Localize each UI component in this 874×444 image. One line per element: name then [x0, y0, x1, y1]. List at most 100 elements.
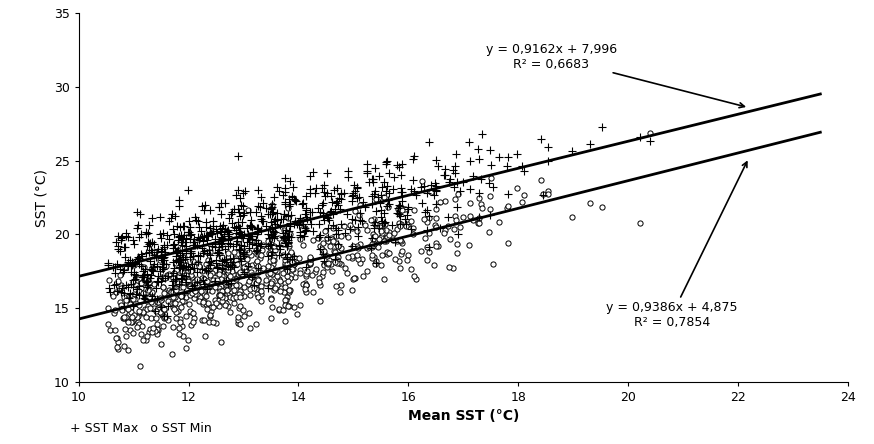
Point	[317, 258, 331, 265]
Point	[438, 197, 452, 204]
Point	[346, 276, 360, 283]
Point	[216, 234, 230, 242]
Point	[341, 254, 355, 261]
Point	[124, 318, 138, 325]
Point	[278, 230, 292, 237]
Point	[302, 261, 316, 268]
Point	[184, 250, 198, 257]
Point	[203, 271, 217, 278]
Point	[141, 239, 155, 246]
Point	[220, 239, 234, 246]
Point	[316, 246, 329, 253]
Point	[189, 277, 203, 284]
Point	[202, 246, 216, 253]
Point	[365, 200, 379, 207]
Point	[232, 302, 246, 309]
Point	[261, 230, 275, 237]
Point	[168, 244, 182, 251]
Point	[295, 201, 309, 208]
Point	[132, 320, 146, 327]
Point	[373, 223, 387, 230]
Point	[154, 253, 168, 260]
Point	[157, 241, 171, 248]
Point	[221, 285, 235, 292]
Point	[196, 277, 210, 284]
Point	[399, 256, 413, 263]
Point	[121, 306, 135, 313]
Point	[377, 194, 391, 201]
Point	[345, 242, 359, 250]
Point	[510, 184, 524, 191]
Point	[191, 259, 205, 266]
Point	[287, 221, 301, 228]
Point	[331, 202, 345, 209]
Point	[198, 316, 212, 323]
Point	[254, 227, 268, 234]
Point	[118, 254, 132, 261]
Point	[254, 297, 268, 305]
Point	[334, 261, 348, 268]
Point	[238, 284, 252, 291]
Point	[112, 278, 126, 285]
Point	[205, 277, 219, 284]
Point	[166, 293, 180, 300]
Point	[138, 266, 152, 273]
Point	[378, 275, 392, 282]
Point	[199, 301, 213, 308]
Point	[141, 305, 155, 312]
Point	[266, 246, 280, 253]
Point	[240, 255, 254, 262]
Point	[234, 248, 248, 255]
Point	[172, 301, 186, 308]
Point	[275, 230, 289, 237]
Point	[201, 267, 215, 274]
Point	[128, 272, 142, 279]
Point	[183, 266, 197, 273]
Point	[188, 213, 202, 220]
Point	[429, 157, 443, 164]
Point	[168, 276, 182, 283]
Point	[219, 300, 233, 307]
Point	[186, 238, 200, 245]
Point	[250, 291, 264, 298]
Point	[218, 294, 232, 301]
Point	[379, 160, 393, 167]
Point	[282, 196, 296, 203]
Point	[128, 291, 142, 298]
Point	[418, 208, 432, 215]
Point	[482, 211, 496, 218]
Point	[451, 231, 465, 238]
Point	[114, 302, 128, 309]
Point	[245, 233, 259, 240]
Point	[288, 218, 302, 225]
Point	[365, 175, 379, 182]
Point	[191, 276, 205, 283]
Point	[324, 193, 338, 200]
Point	[392, 202, 406, 209]
Point	[264, 296, 278, 303]
Point	[255, 247, 269, 254]
Point	[318, 193, 332, 200]
Point	[236, 250, 250, 258]
Point	[280, 296, 294, 303]
Point	[169, 257, 183, 264]
Point	[221, 270, 235, 277]
Point	[250, 276, 264, 283]
Point	[213, 235, 227, 242]
Point	[176, 235, 190, 242]
Point	[151, 326, 165, 333]
Point	[213, 222, 227, 230]
Point	[500, 205, 514, 212]
Point	[174, 238, 188, 245]
Point	[253, 290, 267, 297]
Point	[331, 242, 345, 249]
Point	[427, 262, 441, 269]
Point	[364, 217, 378, 224]
Point	[183, 282, 197, 289]
Point	[472, 155, 486, 163]
Point	[125, 319, 139, 326]
Point	[225, 284, 239, 291]
Point	[322, 259, 336, 266]
Point	[205, 287, 219, 294]
Point	[365, 178, 379, 186]
